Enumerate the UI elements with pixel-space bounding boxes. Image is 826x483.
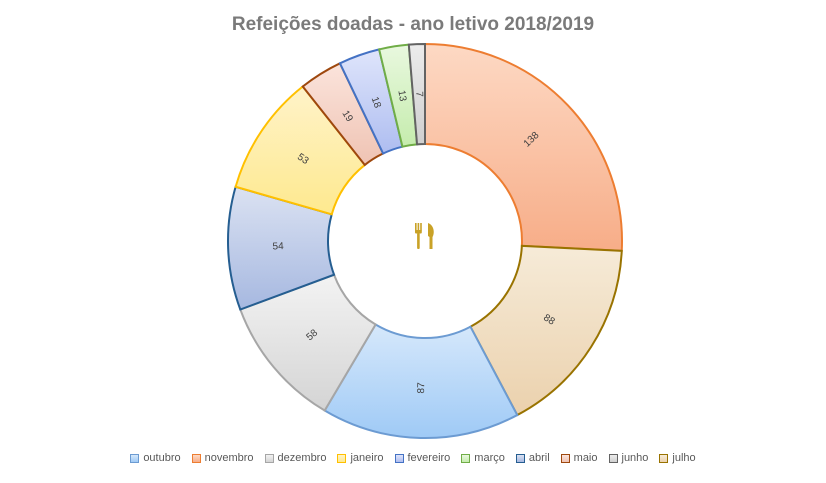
- chart-legend: outubro novembro dezembro janeiro fevereiro m…: [0, 452, 826, 464]
- legend-label: julho: [672, 452, 696, 464]
- slice-label-junho: 7: [413, 91, 424, 97]
- legend-item-março: março: [461, 452, 505, 464]
- legend-label: novembro: [204, 452, 254, 464]
- legend-item-abril: abril: [515, 452, 550, 464]
- slice-novembro: [424, 42, 623, 252]
- legend-label: março: [474, 452, 505, 464]
- legend-swatch: [264, 453, 274, 463]
- legend-label: fevereiro: [407, 452, 451, 464]
- legend-swatch: [394, 453, 404, 463]
- legend-item-janeiro: janeiro: [337, 452, 384, 464]
- legend-item-novembro: novembro: [191, 452, 254, 464]
- legend-label: dezembro: [277, 452, 327, 464]
- legend-item-junho: junho: [608, 452, 649, 464]
- chart-title: Refeições doadas - ano letivo 2018/2019: [231, 14, 595, 35]
- legend-swatch: [608, 453, 618, 463]
- legend-label: outubro: [143, 452, 181, 464]
- fork-knife-icon: [415, 223, 434, 249]
- legend-item-maio: maio: [560, 452, 598, 464]
- legend-swatch: [560, 453, 570, 463]
- slice-label-abril: 54: [272, 241, 284, 252]
- slice-junho: [407, 42, 426, 146]
- slice-outubro: [323, 323, 519, 439]
- legend-item-fevereiro: fevereiro: [394, 452, 451, 464]
- legend-item-dezembro: dezembro: [264, 452, 327, 464]
- legend-label: abril: [528, 452, 550, 464]
- legend-swatch: [191, 453, 201, 463]
- legend-swatch: [130, 453, 140, 463]
- slice-label-março: 13: [395, 90, 408, 103]
- slice-label-fevereiro: 18: [369, 95, 383, 110]
- legend-swatch: [515, 453, 525, 463]
- legend-label: maio: [573, 452, 598, 464]
- legend-item-julho: julho: [659, 452, 696, 464]
- legend-label: janeiro: [350, 452, 384, 464]
- legend-label: junho: [621, 452, 649, 464]
- slice-julho: [469, 244, 623, 417]
- legend-swatch: [337, 453, 347, 463]
- slice-label-outubro: 87: [416, 382, 427, 394]
- legend-item-outubro: outubro: [130, 452, 181, 464]
- legend-swatch: [461, 453, 471, 463]
- legend-swatch: [659, 453, 669, 463]
